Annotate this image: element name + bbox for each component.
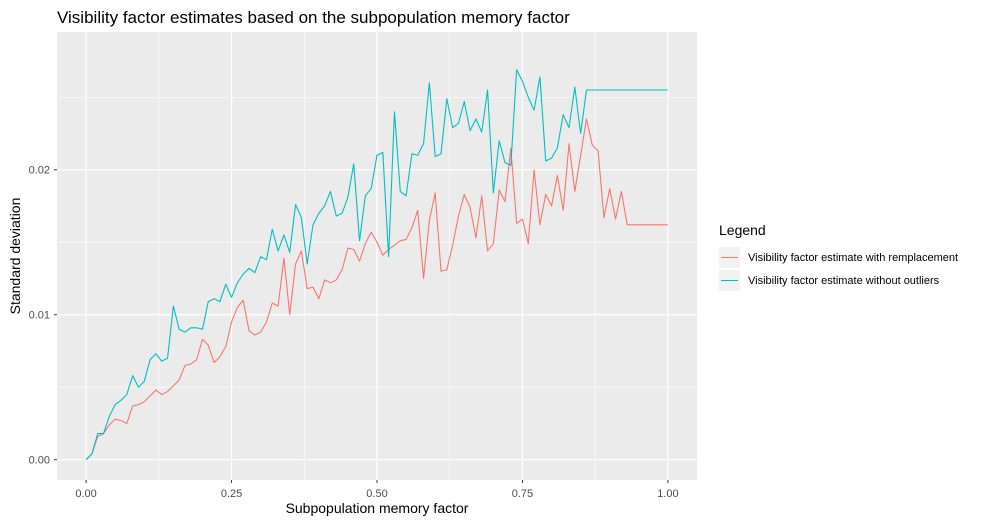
x-tick-label: 1.00: [657, 488, 678, 500]
axis-ticks: 0.00 0.25 0.50 0.75 1.00 0.00 0.01 0.02: [29, 165, 679, 500]
legend: Legend Visibility factor estimate with r…: [719, 222, 958, 291]
chart-title: Visibility factor estimates based on the…: [57, 8, 570, 27]
major-grid: [57, 32, 697, 480]
y-tick-label: 0.02: [29, 165, 50, 177]
legend-label-1: Visibility factor estimate with remplace…: [748, 252, 958, 264]
x-tick-label: 0.25: [221, 488, 242, 500]
y-tick-label: 0.01: [29, 310, 50, 322]
legend-title: Legend: [719, 222, 766, 238]
series-lines: [85, 69, 668, 461]
x-axis-title: Subpopulation memory factor: [286, 500, 469, 516]
x-tick-label: 0.00: [75, 488, 96, 500]
series-line-1: [85, 118, 668, 461]
series-line-2: [85, 69, 668, 461]
y-tick-label: 0.00: [29, 455, 50, 467]
x-tick-label: 0.50: [366, 488, 387, 500]
x-tick-label: 0.75: [512, 488, 533, 500]
legend-label-2: Visibility factor estimate without outli…: [748, 275, 940, 287]
y-axis-title: Standard deviation: [7, 198, 23, 315]
